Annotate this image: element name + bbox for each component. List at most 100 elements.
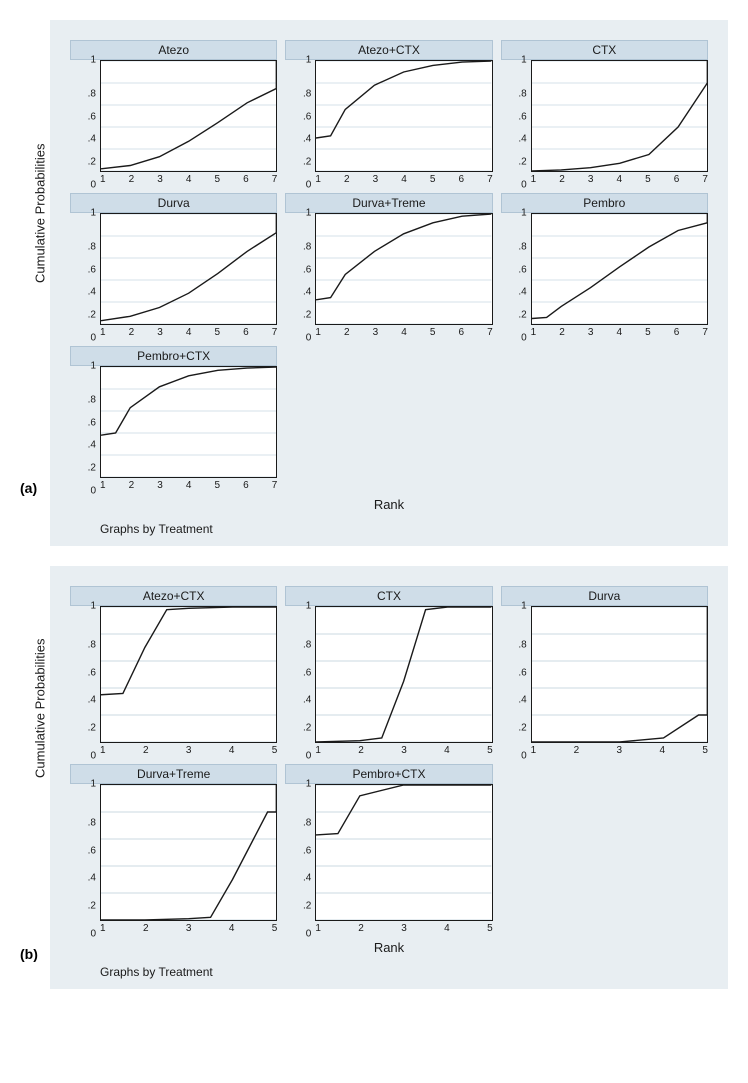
y-tick-label: 0 [72,750,96,761]
chart-title: CTX [501,40,708,60]
x-tick-label: 3 [588,327,594,338]
y-tick-label: .8 [72,241,96,252]
x-tick-label: 4 [444,745,450,756]
y-tick-label: .8 [72,88,96,99]
y-ticks: 0.2.4.6.81 [503,60,527,185]
chart-body: 0.2.4.6.81 12345 [100,606,277,756]
x-tick-label: 2 [143,923,149,934]
x-tick-label: 4 [617,174,623,185]
y-tick-label: .4 [72,695,96,706]
chart-plot [100,213,277,325]
chart-title: Pembro [501,193,708,213]
chart-cell: Durva+Treme0.2.4.6.81 12345 [70,764,277,934]
y-tick-label: .6 [287,667,311,678]
y-tick-label: 0 [72,332,96,343]
x-tick-label: 7 [487,327,493,338]
x-tick-label: 2 [129,327,135,338]
ylabel-a: Cumulative Probabilities [33,144,48,283]
chart-plot [315,213,492,325]
x-tick-label: 5 [487,923,493,934]
x-tick-label: 5 [430,174,436,185]
chart-plot [315,60,492,172]
x-tick-label: 7 [272,327,278,338]
chart-body: 0.2.4.6.81 12345 [315,784,492,934]
panel-label-b: (b) [20,946,38,962]
x-tick-label: 6 [458,174,464,185]
chart-body: 0.2.4.6.81 1234567 [531,60,708,185]
panel-b: Cumulative Probabilities Atezo+CTX0.2.4.… [50,566,728,989]
x-ticks: 1234567 [100,325,277,338]
x-tick-label: 4 [229,923,235,934]
x-tick-label: 7 [702,174,708,185]
chart-title: CTX [285,586,492,606]
x-tick-label: 1 [531,174,537,185]
footer-b: Graphs by Treatment [100,965,708,979]
x-tick-label: 1 [315,174,321,185]
y-tick-label: .2 [72,157,96,168]
chart-cell: Pembro+CTX0.2.4.6.81 1234567 [70,346,277,491]
y-ticks: 0.2.4.6.81 [287,784,311,934]
panel-label-a: (a) [20,480,37,496]
chart-title: Pembro+CTX [285,764,492,784]
y-tick-label: .4 [287,695,311,706]
y-tick-label: .8 [72,639,96,650]
y-ticks: 0.2.4.6.81 [287,213,311,338]
x-tick-label: 2 [574,745,580,756]
chart-plot [100,606,277,743]
y-tick-label: 0 [72,485,96,496]
y-tick-label: .2 [72,463,96,474]
x-tick-label: 2 [129,480,135,491]
chart-cell: Pembro+CTX0.2.4.6.81 12345 [285,764,492,934]
y-tick-label: .6 [503,111,527,122]
chart-title: Durva+Treme [285,193,492,213]
y-tick-label: 0 [503,750,527,761]
x-tick-label: 6 [243,327,249,338]
y-tick-label: .2 [503,157,527,168]
chart-body: 0.2.4.6.81 1234567 [100,213,277,338]
x-tick-label: 3 [157,174,163,185]
y-tick-label: 1 [287,779,311,790]
y-tick-label: .6 [72,264,96,275]
y-tick-label: .6 [72,111,96,122]
xlabel-a: Rank [70,497,708,512]
chart-cell: Durva+Treme0.2.4.6.81 1234567 [285,193,492,338]
chart-title: Atezo+CTX [70,586,277,606]
y-tick-label: 1 [287,208,311,219]
chart-plot [531,213,708,325]
x-tick-label: 4 [186,174,192,185]
chart-plot [531,606,708,743]
chart-plot [100,60,277,172]
x-ticks: 1234567 [100,478,277,491]
x-tick-label: 4 [186,327,192,338]
y-ticks: 0.2.4.6.81 [72,366,96,491]
chart-cell: CTX0.2.4.6.81 12345 [285,586,492,756]
y-tick-label: .8 [503,88,527,99]
x-tick-label: 1 [315,923,321,934]
y-tick-label: 1 [287,55,311,66]
x-tick-label: 2 [344,174,350,185]
x-tick-label: 2 [559,327,565,338]
y-tick-label: .8 [72,817,96,828]
y-tick-label: .8 [287,88,311,99]
xlabel-b: Rank [70,940,708,955]
y-tick-label: .2 [287,157,311,168]
y-tick-label: .6 [287,264,311,275]
chart-title: Pembro+CTX [70,346,277,366]
x-tick-label: 3 [157,327,163,338]
x-tick-label: 3 [157,480,163,491]
y-tick-label: 1 [72,361,96,372]
x-tick-label: 1 [531,745,537,756]
x-tick-label: 4 [617,327,623,338]
chart-plot [531,60,708,172]
chart-title: Durva [70,193,277,213]
chart-body: 0.2.4.6.81 1234567 [531,213,708,338]
y-tick-label: .8 [287,241,311,252]
y-ticks: 0.2.4.6.81 [72,784,96,934]
x-tick-label: 3 [401,745,407,756]
y-tick-label: 1 [287,601,311,612]
y-tick-label: .2 [72,310,96,321]
y-ticks: 0.2.4.6.81 [72,213,96,338]
footer-a: Graphs by Treatment [100,522,708,536]
chart-cell: CTX0.2.4.6.81 1234567 [501,40,708,185]
x-tick-label: 7 [272,174,278,185]
